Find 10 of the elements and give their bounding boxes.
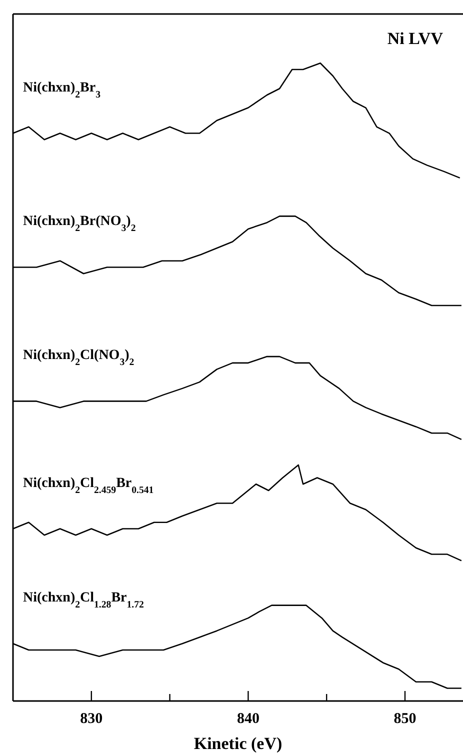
x-tick-label: 830 bbox=[80, 711, 103, 727]
x-axis-title: Kinetic (eV) bbox=[194, 734, 282, 753]
text: Ni(chxn)$_{2}$Cl(NO$_{3}$)$_{2}$ bbox=[23, 348, 134, 368]
chart-title: Ni LVV bbox=[387, 29, 444, 48]
x-tick-label: 850 bbox=[394, 711, 416, 727]
series-label: Ni(chxn)$_{2}$Cl$_{2.459}$Br$_{0.541}$ bbox=[23, 476, 154, 496]
text: Ni(chxn)$_{2}$Cl$_{1.28}$Br$_{1.72}$ bbox=[23, 590, 144, 610]
series-label: Ni(chxn)$_{2}$Br$_{3}$ bbox=[23, 80, 101, 100]
text: Ni(chxn)$_{2}$Br(NO$_{3}$)$_{2}$ bbox=[23, 214, 136, 234]
x-tick-label: 840 bbox=[236, 711, 260, 727]
